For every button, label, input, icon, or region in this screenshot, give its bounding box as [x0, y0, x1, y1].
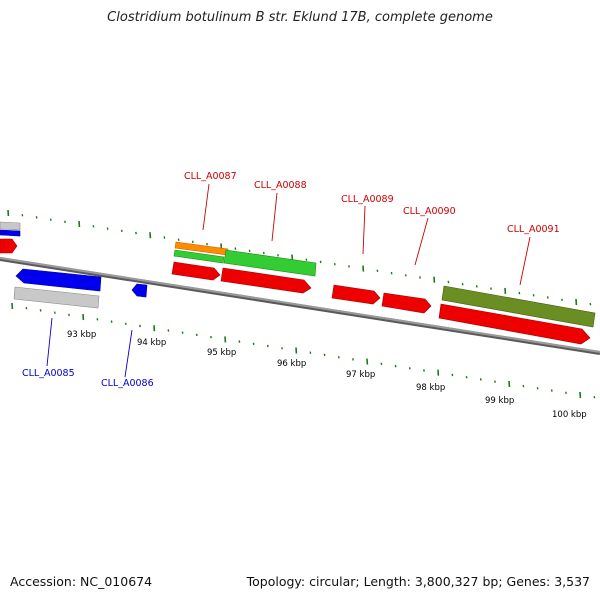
leader-line: [46, 317, 53, 367]
kbp-label: 97 kbp: [346, 370, 375, 380]
gene-label[interactable]: CLL_A0085: [22, 368, 75, 379]
green-feature-bar[interactable]: [173, 249, 225, 264]
olive-feature-bar[interactable]: [441, 285, 596, 328]
accession-text: Accession: NC_010674: [10, 574, 153, 589]
leader-line: [124, 329, 133, 378]
leader-line: [519, 236, 531, 286]
leader-line: [414, 217, 429, 266]
gene-label[interactable]: CLL_A0086: [101, 378, 154, 389]
kbp-label: 96 kbp: [277, 359, 306, 369]
kbp-axis-labels: 93 kbp 94 kbp 95 kbp 96 kbp 97 kbp 98 kb…: [67, 330, 587, 420]
forward-strand-features: [0, 238, 596, 345]
gene-arrow-forward[interactable]: [331, 284, 381, 305]
gene-arrow-reverse[interactable]: [131, 283, 148, 298]
gene-arrow-reverse[interactable]: [15, 268, 102, 292]
gene-labels: CLL_A0087 CLL_A0088 CLL_A0089 CLL_A0090 …: [22, 171, 560, 389]
inner-tick-ring: [11, 302, 596, 399]
kbp-label: 98 kbp: [416, 383, 445, 393]
kbp-label: 93 kbp: [67, 330, 96, 340]
leader-line: [271, 192, 278, 242]
kbp-label: 100 kbp: [552, 410, 587, 420]
gene-label[interactable]: CLL_A0090: [403, 206, 456, 217]
leader-line: [202, 183, 210, 231]
green-feature-bar[interactable]: [223, 249, 317, 277]
gene-arrow-forward[interactable]: [0, 238, 18, 254]
genome-backbone: [0, 257, 600, 355]
kbp-label: 94 kbp: [137, 338, 166, 348]
gene-arrow-reverse[interactable]: [0, 229, 21, 237]
gene-arrow-forward[interactable]: [438, 303, 591, 345]
gray-feature-bar[interactable]: [0, 221, 21, 231]
label-leader-lines: [46, 183, 531, 378]
kbp-label: 99 kbp: [485, 396, 514, 406]
gray-feature-bar[interactable]: [13, 286, 100, 309]
gene-label[interactable]: CLL_A0087: [184, 171, 237, 182]
gene-label[interactable]: CLL_A0091: [507, 224, 560, 235]
gene-arrow-forward[interactable]: [381, 292, 432, 314]
map-title: Clostridium botulinum B str. Eklund 17B,…: [107, 10, 493, 25]
gene-label[interactable]: CLL_A0088: [254, 180, 307, 191]
gene-label[interactable]: CLL_A0089: [341, 194, 394, 205]
gene-arrow-forward[interactable]: [220, 267, 312, 294]
leader-line: [362, 205, 366, 255]
gene-arrow-forward[interactable]: [171, 261, 221, 281]
kbp-label: 95 kbp: [207, 348, 236, 358]
genome-summary-text: Topology: circular; Length: 3,800,327 bp…: [246, 574, 590, 589]
reverse-strand-features: [0, 221, 148, 309]
